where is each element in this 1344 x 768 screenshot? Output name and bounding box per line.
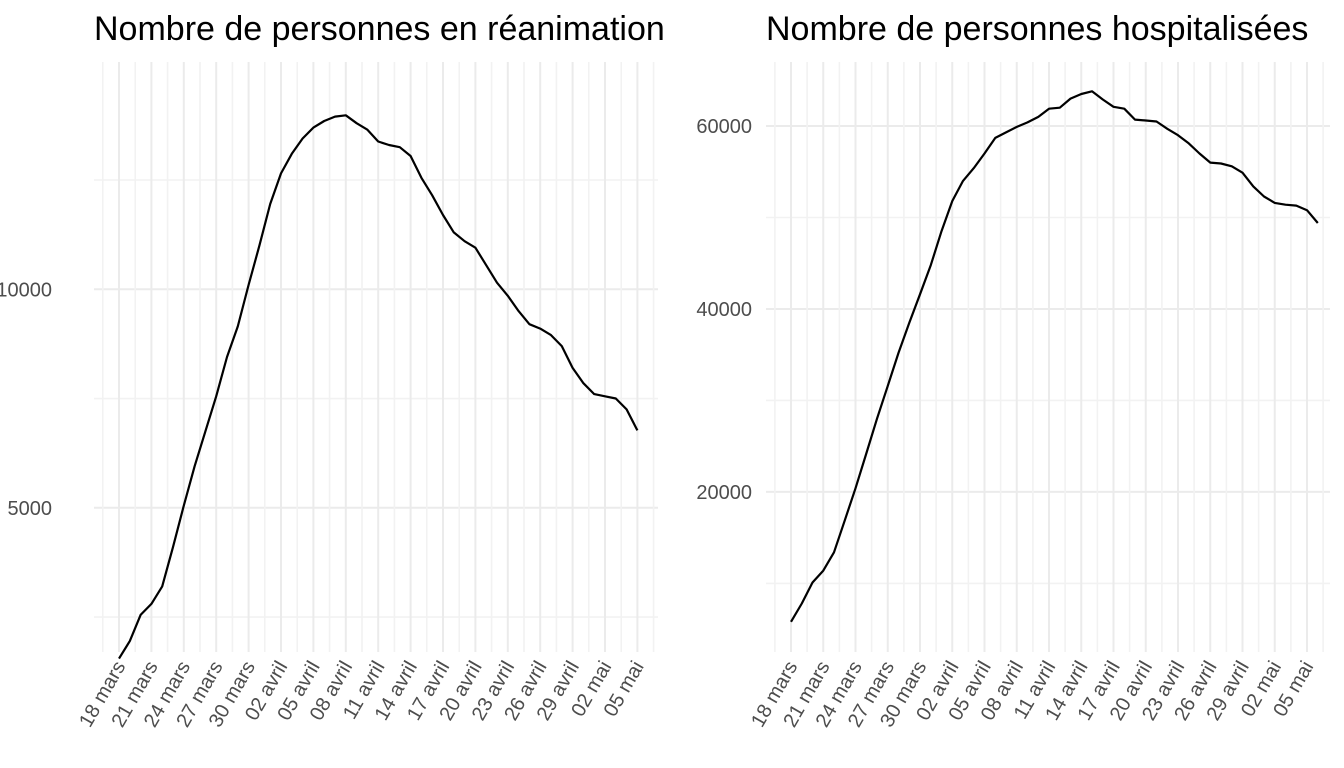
y-tick-label: 20000 [696,482,752,504]
grid [94,62,658,652]
y-tick-label: 5000 [8,498,53,520]
y-axis-ticks: 20000 40000 60000 [696,116,752,504]
series-line [790,90,1319,623]
y-tick-label: 40000 [696,299,752,321]
chart-title: Nombre de personnes en réanimation [94,10,665,48]
y-axis-ticks: 5000 10000 [0,279,52,520]
series-line [118,114,639,660]
grid [766,62,1330,652]
y-tick-label: 10000 [0,279,52,301]
chart-panel-hospitalisations: Nombre de personnes hospitalisées 20000 4… [696,10,1330,731]
y-tick-label: 60000 [696,116,752,138]
chart-title: Nombre de personnes hospitalisées [766,10,1308,48]
chart-panel-reanimation: Nombre de personnes en réanimation 5000 1… [0,10,665,731]
